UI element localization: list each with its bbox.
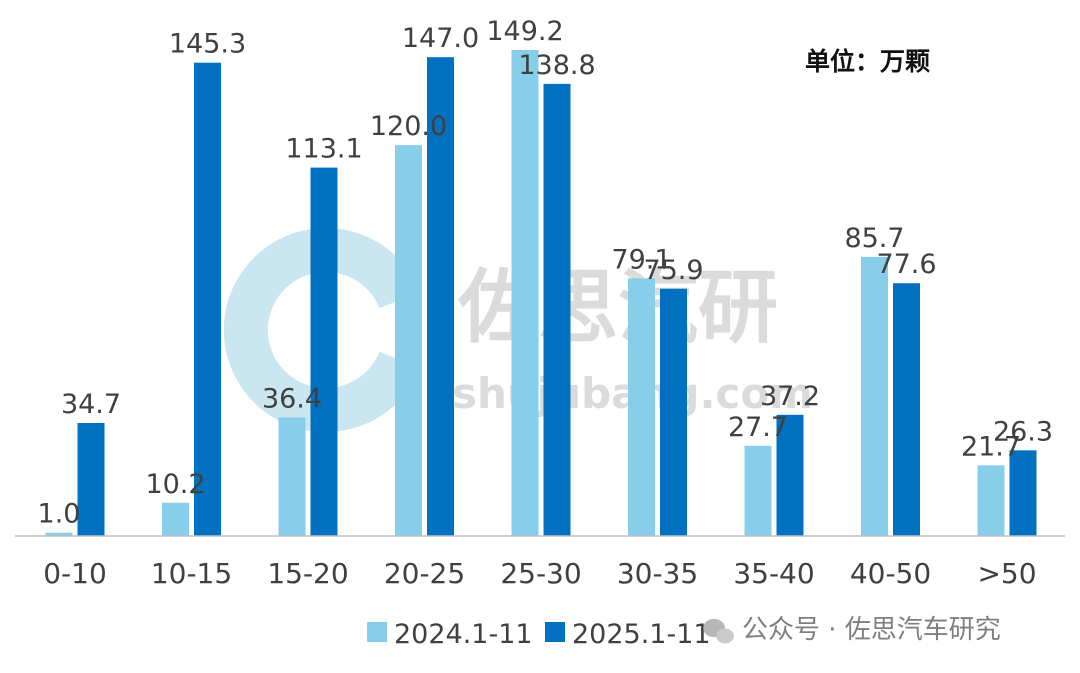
- bar-2024-4: [511, 50, 539, 536]
- x-tick-label-4: 25-30: [500, 557, 581, 590]
- bar-2024-6: [744, 445, 772, 536]
- bar-2025-1: [194, 62, 221, 536]
- data-label-2024-0: 1.0: [38, 499, 81, 530]
- bar-2024-7: [861, 256, 888, 536]
- x-tick-label-3: 20-25: [384, 557, 465, 590]
- x-tick-label-1: 10-15: [151, 557, 232, 590]
- bar-2025-3: [427, 57, 454, 536]
- data-label-2024-6: 27.7: [728, 412, 788, 443]
- legend-label-2025: 2025.1-11: [572, 619, 711, 650]
- legend-swatch-2024: [367, 622, 387, 642]
- x-tick-label-2: 15-20: [267, 557, 348, 590]
- unit-label: 单位：万颗: [805, 47, 930, 76]
- data-label-2025-0: 34.7: [61, 389, 121, 420]
- bar-2025-5: [660, 288, 687, 536]
- legend-label-2024: 2024.1-11: [394, 619, 533, 650]
- data-label-2024-8: 21.7: [961, 431, 1021, 462]
- bar-2024-8: [977, 465, 1005, 536]
- bars-layer: [45, 50, 1037, 536]
- data-label-2025-4: 138.8: [518, 50, 595, 81]
- data-label-2024-4: 149.2: [486, 16, 563, 47]
- bar-2025-0: [77, 422, 105, 536]
- bar-2025-4: [543, 83, 571, 536]
- x-tick-labels: 0-10 10-15 15-20 20-25 25-30 30-35 35-40 40-50 >…: [43, 557, 1036, 590]
- x-tick-label-7: 40-50: [850, 557, 931, 590]
- data-label-2025-7: 77.6: [876, 249, 936, 280]
- data-label-2024-3: 120.0: [370, 111, 447, 142]
- labels-layer: 1.0 34.7 10.2 145.3 36.4 113.1 120.0 147.0 149.2…: [38, 16, 1054, 530]
- bar-2024-1: [162, 502, 189, 536]
- data-label-2024-1: 10.2: [145, 469, 205, 500]
- wechat-watermark: 公众号 · 佐思汽车研究: [742, 615, 1001, 645]
- data-label-2025-2: 113.1: [285, 134, 362, 165]
- legend: 2024.1-11 2025.1-11: [367, 619, 711, 650]
- bar-2024-2: [278, 417, 306, 536]
- bar-2024-3: [395, 145, 422, 536]
- legend-swatch-2025: [545, 622, 565, 642]
- x-tick-label-8: >50: [977, 557, 1036, 590]
- watermark-cn: 佐思汽研: [457, 261, 778, 354]
- data-label-2024-5: 79.1: [611, 244, 671, 275]
- bar-2025-2: [310, 167, 338, 536]
- data-label-2025-1: 145.3: [169, 29, 246, 60]
- bar-2025-8: [1009, 450, 1037, 536]
- bar-2025-6: [776, 414, 804, 536]
- data-label-2025-8: 26.3: [993, 416, 1053, 447]
- bar-2025-7: [893, 283, 920, 536]
- data-label-2024-2: 36.4: [262, 383, 322, 414]
- x-tick-label-5: 30-35: [617, 557, 698, 590]
- x-tick-label-0: 0-10: [43, 557, 107, 590]
- data-label-2025-6: 37.2: [760, 381, 820, 412]
- bar-2024-5: [628, 278, 655, 536]
- bar-2024-0: [45, 532, 73, 536]
- data-label-2025-3: 147.0: [402, 23, 479, 54]
- wechat-icon: [703, 619, 734, 644]
- x-tick-label-6: 35-40: [733, 557, 814, 590]
- data-label-2025-5: 75.9: [643, 255, 703, 286]
- data-label-2024-7: 85.7: [844, 223, 904, 254]
